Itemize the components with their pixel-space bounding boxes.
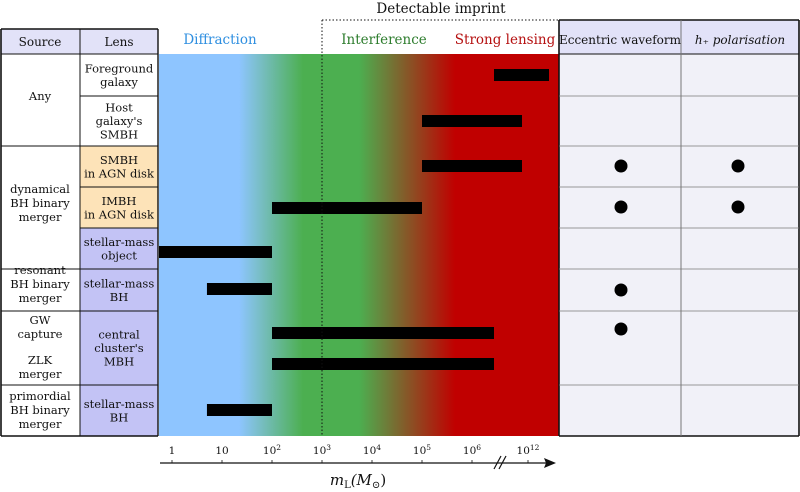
source-label-1-1: BH binary	[10, 196, 70, 210]
source-label-2-1: BH binary	[10, 277, 70, 291]
eccentric-mark-resonant-stellar-bh	[614, 283, 628, 297]
grid-lines	[0, 19, 800, 437]
axis-tick-label: 105	[413, 443, 431, 457]
lens-label-5-1: BH	[110, 290, 128, 304]
lens-cell-3	[80, 187, 158, 228]
source-label-5-1: BH binary	[10, 403, 70, 417]
range-bar-primordial-stellar-bh	[206, 404, 272, 416]
lens-cell-5	[80, 269, 158, 311]
right-cells-bg	[559, 54, 799, 436]
header-eccentric-waveform: Eccentric waveform	[559, 33, 682, 47]
lens-label-2-0: SMBH	[100, 153, 138, 167]
polarisation-mark-smbh-agn-disk	[731, 159, 745, 173]
lens-cell-4	[80, 228, 158, 269]
header-lens: Lens	[105, 35, 134, 49]
axis-tick-label: 1012	[517, 443, 540, 457]
source-label-2-2: merger	[19, 291, 62, 305]
axis-tick-label: 103	[313, 443, 331, 457]
source-label-5-2: merger	[19, 417, 62, 431]
range-bar-host-galaxy-smbh	[422, 115, 522, 127]
lens-label-1-2: SMBH	[100, 128, 138, 142]
lens-cell-1	[80, 96, 158, 146]
eccentric-mark-smbh-agn-disk	[614, 159, 628, 173]
lens-label-5-0: stellar-mass	[84, 276, 155, 290]
source-label-4-0: ZLK	[28, 353, 53, 367]
axis-arrow	[544, 458, 556, 468]
range-bar-resonant-stellar-bh	[206, 283, 272, 295]
range-bar-imbh-agn-disk	[272, 202, 422, 214]
lens-cell-7	[80, 385, 158, 436]
header-diffraction: Diffraction	[183, 32, 257, 48]
range-bar-smbh-agn-disk	[422, 160, 522, 172]
source-label-4-1: merger	[19, 367, 62, 381]
range-bar-stellar-mass-object	[159, 246, 272, 258]
range-bar-foreground-galaxy	[494, 69, 549, 81]
lens-label-0-1: galaxy	[100, 75, 138, 89]
axis-label: mL(M⊙)	[330, 471, 386, 491]
mass-axis: 1 10 102 103 104 105 106 1012	[160, 443, 556, 470]
lens-label-0-0: Foreground	[85, 61, 154, 75]
lens-label-1-0: Host	[105, 101, 133, 115]
axis-tick-label: 10	[215, 445, 228, 457]
lens-cells	[80, 54, 158, 436]
lens-cell-0	[80, 54, 158, 96]
lens-label-7-1: BH	[110, 410, 128, 424]
header-source: Source	[19, 35, 62, 49]
source-label-1-2: merger	[19, 210, 62, 224]
axis-tick-label: 1	[169, 445, 176, 457]
lens-label-6-0: central	[98, 328, 140, 342]
source-label-1-0: dynamical	[10, 182, 70, 196]
lens-cell-2	[80, 146, 158, 187]
range-bar-gw-capture-mbh	[272, 327, 494, 339]
axis-break-mark	[498, 455, 507, 470]
lens-label-4-1: object	[101, 248, 137, 262]
lens-label-1-1: galaxy's	[96, 114, 143, 128]
source-label-5-0: primordial	[9, 389, 71, 403]
lens-label-2-1: in AGN disk	[84, 166, 155, 180]
axis-tick-label: 102	[263, 443, 281, 457]
source-label-0-0: Any	[28, 89, 52, 103]
axis-tick-label: 106	[463, 443, 481, 457]
right-header-bg	[559, 20, 799, 54]
eccentric-mark-gw-capture-mbh	[614, 322, 628, 336]
lens-label-6-2: MBH	[104, 355, 134, 369]
range-bar-zlk-mbh	[272, 358, 494, 370]
header-polarisation: h₊ polarisation	[695, 33, 785, 47]
axis-break-mark	[493, 455, 502, 470]
polarisation-mark-imbh-agn-disk	[731, 200, 745, 214]
title-detectable-imprint: Detectable imprint	[376, 1, 506, 17]
lens-label-6-1: cluster's	[94, 341, 144, 355]
lens-label-7-0: stellar-mass	[84, 397, 155, 411]
source-label-2-0: resonant	[14, 263, 66, 277]
lens-cell-6	[80, 311, 158, 385]
header-interference: Interference	[341, 32, 427, 48]
header-strong-lensing: Strong lensing	[455, 32, 556, 48]
axis-tick-label: 104	[363, 443, 381, 457]
mass-range-band	[159, 54, 559, 436]
range-bars	[159, 69, 549, 416]
imprint-marks	[614, 159, 745, 336]
source-label-3-1: capture	[18, 327, 63, 341]
lens-label-4-0: stellar-mass	[84, 235, 155, 249]
eccentric-mark-imbh-agn-disk	[614, 200, 628, 214]
source-label-3-0: GW	[29, 313, 50, 327]
lens-label-3-0: IMBH	[102, 194, 137, 208]
lens-label-3-1: in AGN disk	[84, 207, 155, 221]
